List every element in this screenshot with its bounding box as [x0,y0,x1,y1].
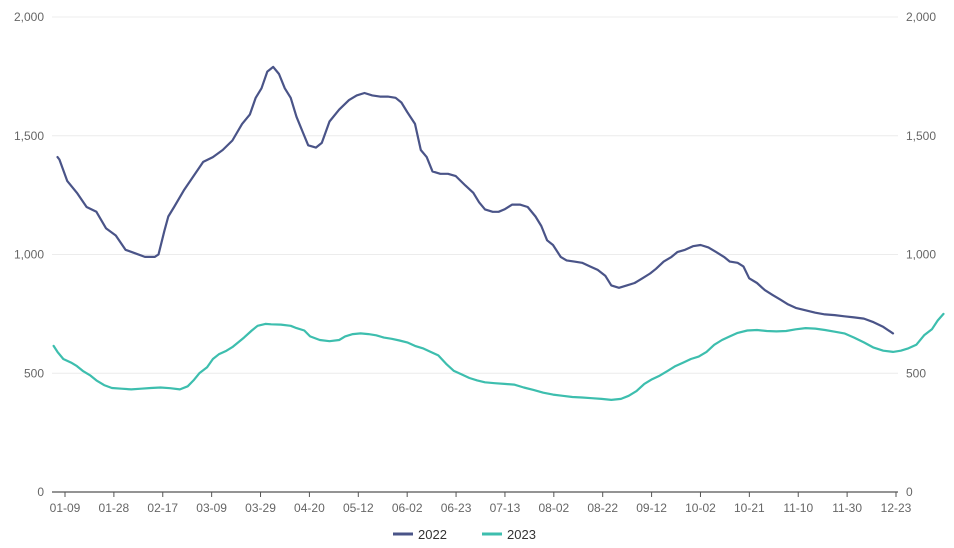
x-tick-label: 12-23 [881,501,912,515]
y-tick-label-right: 0 [906,485,913,499]
series-line-2023 [52,312,945,401]
x-axis [52,491,898,497]
gridlines [52,16,898,374]
tick-labels: 0 0 500 500 1,000 1,000 1,500 1,500 2,000 2,000 01… [14,10,936,515]
x-tick-label: 02-17 [147,501,178,515]
x-tick-label: 06-23 [441,501,472,515]
x-tick-label: 10-02 [685,501,716,515]
y-tick-label-right: 1,500 [906,129,936,143]
y-tick-label-left: 0 [37,485,44,499]
x-tick-label: 09-12 [636,501,667,515]
x-tick-label: 04-20 [294,501,325,515]
legend-item-2023[interactable]: 2023 [482,527,536,542]
legend: 2022 2023 [393,527,536,542]
x-tick-label: 08-02 [538,501,569,515]
x-tick-label: 11-30 [832,501,862,515]
x-tick-label: 11-10 [783,501,813,515]
legend-label: 2022 [418,527,447,542]
series-lines [52,65,945,401]
y-tick-label-left: 1,500 [14,129,44,143]
x-tick-label: 08-22 [587,501,618,515]
y-tick-label-left: 2,000 [14,10,44,24]
x-tick-label: 05-12 [343,501,374,515]
x-tick-label: 03-29 [245,501,276,515]
x-tick-label: 06-02 [392,501,423,515]
legend-item-2022[interactable]: 2022 [393,527,447,542]
legend-label: 2023 [507,527,536,542]
x-tick-label: 01-28 [99,501,130,515]
y-tick-label-left: 1,000 [14,248,44,262]
x-tick-label: 10-21 [734,501,765,515]
y-tick-label-right: 1,000 [906,248,936,262]
y-tick-label-right: 500 [906,366,926,380]
y-tick-label-right: 2,000 [906,10,936,24]
x-tick-label: 03-09 [196,501,227,515]
x-tick-label: 07-13 [490,501,521,515]
series-line-2022 [56,65,895,335]
y-tick-label-left: 500 [24,366,44,380]
x-tick-label: 01-09 [50,501,81,515]
